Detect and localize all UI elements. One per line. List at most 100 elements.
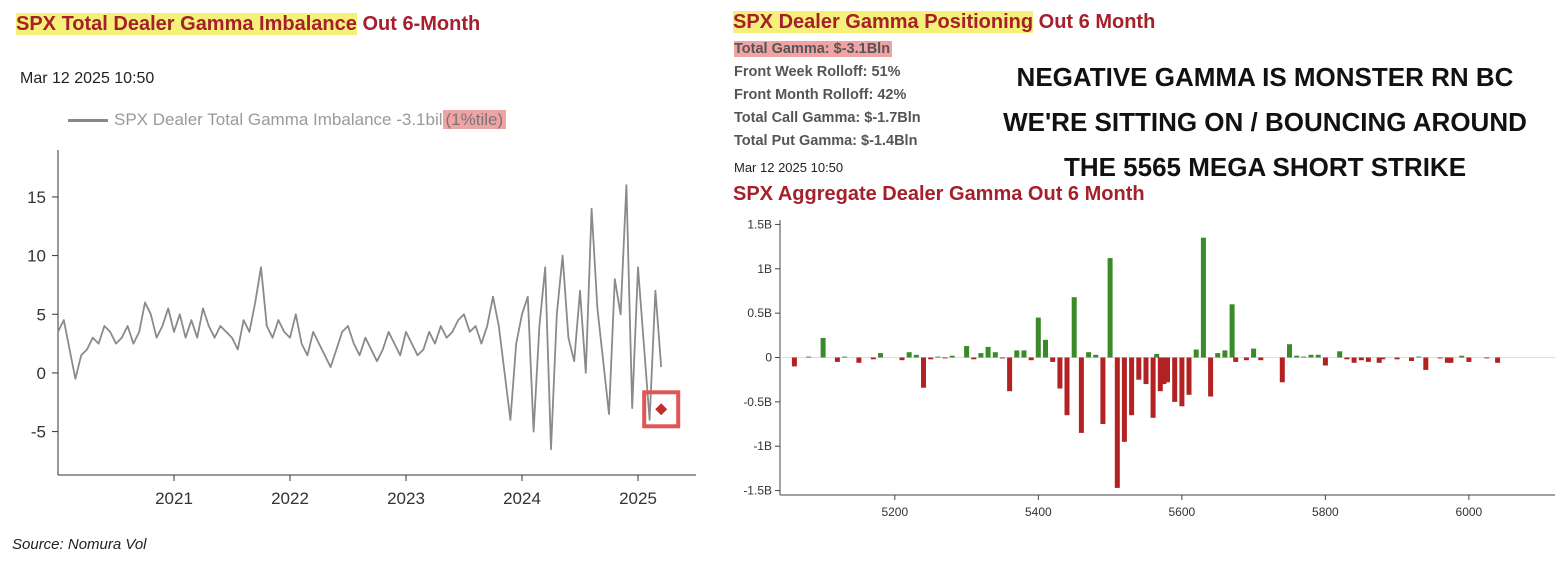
gamma-bar [1100,357,1106,424]
gamma-bar [1258,357,1264,361]
left-timestamp: Mar 12 2025 10:50 [20,70,155,87]
gamma-bar [1114,357,1120,488]
gamma-bar [1394,357,1400,360]
gamma-bar [1186,357,1192,395]
left-title-highlight: SPX Total Dealer Gamma Imbalance [16,13,357,35]
left-plot-area [57,184,681,451]
gamma-bar [1351,357,1357,363]
left-y-tick-label: 5 [37,305,46,324]
gamma-bar [1179,357,1185,407]
gamma-bar [1215,353,1221,358]
gamma-bar [964,346,970,358]
gamma-bar [1129,357,1135,416]
left-y-tick-label: 10 [27,247,46,266]
right-x-tick-label: 5200 [881,505,908,519]
left-legend: SPX Dealer Total Gamma Imbalance -3.1bil… [68,110,507,130]
gamma-bar [1007,357,1013,392]
gamma-bar [899,357,905,361]
stat-total-gamma: Total Gamma: $-3.1Bln [734,41,893,57]
right-y-tick-label: -1B [753,439,772,453]
left-y-tick-label: -5 [31,423,46,442]
gamma-bar [1444,357,1450,363]
gamma-bar [1294,355,1300,358]
gamma-bar [1150,357,1156,418]
gamma-bar [1376,357,1382,363]
right-chart-title: SPX Aggregate Dealer Gamma Out 6 Month [733,183,1145,205]
gamma-bar [870,357,876,360]
gamma-bar [1337,351,1343,358]
gamma-bar [1154,354,1160,358]
legend-percentile: (1%tile) [442,110,507,129]
gamma-bar [1071,297,1077,358]
gamma-imbalance-series-line [57,184,663,451]
gamma-bar [1093,354,1099,358]
gamma-bar [921,357,926,388]
source-note: Source: Nomura Vol [12,536,147,553]
stat-total-call: Total Call Gamma: $-1.7Bln [734,110,921,126]
left-x-tick-label: 2021 [155,489,193,508]
gamma-bar [1165,357,1170,383]
right-title-highlight: SPX Dealer Gamma Positioning [733,11,1034,33]
annotation-line-3: THE 5565 MEGA SHORT STRIKE [1063,152,1467,182]
right-y-tick-label: -0.5B [743,395,772,409]
gamma-bar [1057,357,1063,389]
gamma-bar [1107,258,1113,358]
left-y-tick-label: 0 [37,364,46,383]
gamma-bar [971,357,977,360]
gamma-bar [1121,357,1127,442]
gamma-bar [935,356,941,358]
left-title-rest: Out 6-Month [356,13,481,35]
gamma-bar [1193,349,1199,358]
gamma-bar [1416,356,1422,358]
left-x-tick-label: 2023 [387,489,425,508]
right-title-rest: Out 6 Month [1033,11,1156,33]
right-panel-title: SPX Dealer Gamma Positioning Out 6 Month [733,10,1155,34]
legend-label: SPX Dealer Total Gamma Imbalance -3.1bil [114,110,443,129]
annotation-line-1: NEGATIVE GAMMA IS MONSTER RN BC [1016,62,1514,92]
gamma-bar [1021,350,1027,358]
right-y-tick-label: 0 [765,351,772,365]
gamma-bar [1365,357,1371,362]
left-x-tick-label: 2025 [619,489,657,508]
gamma-bar [1437,357,1443,359]
gamma-bar [1014,350,1020,358]
gamma-bar [1466,357,1472,362]
gamma-bar [1301,356,1307,358]
gamma-bar [1161,357,1167,385]
gamma-bar [856,357,862,363]
stat-front-month: Front Month Rolloff: 42% [734,87,907,103]
gamma-bar [1233,357,1239,362]
right-plot-area [780,237,1555,488]
gamma-bar [1251,348,1257,358]
gamma-bar [791,357,797,367]
gamma-bar [906,352,912,358]
left-chart-title: SPX Total Dealer Gamma Imbalance Out 6-M… [16,12,480,36]
gamma-bar [1279,357,1285,383]
stat-total-put: Total Put Gamma: $-1.4Bln [734,133,918,149]
right-axes: 1.5B 1B 0.5B 0 -0.5B -1B -1.5B 5200 5400 5600 5800… [743,217,1555,519]
gamma-bar [1409,357,1414,361]
gamma-bar [1136,357,1142,380]
gamma-bar [1229,304,1235,358]
gamma-bar [913,354,919,358]
gamma-bar [1208,357,1214,397]
current-value-marker [655,403,668,416]
gamma-bar [1322,357,1328,366]
right-y-tick-label: 0.5B [747,306,772,320]
gamma-bar [1028,357,1034,361]
gamma-bar [1200,237,1206,358]
gamma-bar [1157,357,1163,392]
left-axes: 15 10 5 0 -5 2021 2022 2023 2024 2025 [27,150,696,508]
gamma-bar [949,355,955,358]
gamma-bar [928,357,934,360]
right-x-tick-label: 6000 [1456,505,1483,519]
gamma-bar [1050,357,1056,362]
gamma-bar [1459,355,1465,358]
current-value-highlight-box [642,390,681,429]
right-y-tick-label: 1.5B [747,217,772,231]
gamma-bar [942,357,948,359]
gamma-bar [878,353,883,358]
gamma-bar [1287,344,1292,358]
gamma-bar [1035,317,1041,358]
legend-swatch [68,119,108,123]
